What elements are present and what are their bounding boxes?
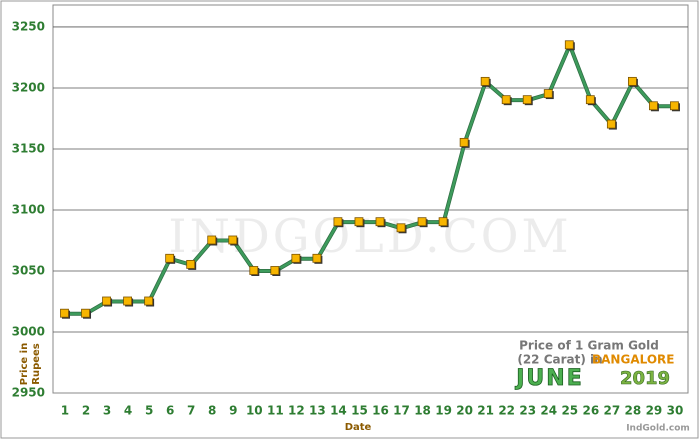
month: JUNE [514,366,584,391]
x-tick-label: 3 [103,404,111,418]
marker [123,296,132,306]
marker [501,95,511,105]
marker [312,253,322,263]
marker [585,95,595,105]
x-tick-label: 6 [166,404,174,418]
x-tick-label: 23 [519,404,536,418]
marker [564,40,574,50]
marker [375,217,385,227]
x-tick-label: 4 [124,404,132,418]
y-tick-label: 3150 [12,141,45,155]
marker [606,119,616,129]
marker [186,259,196,269]
year: 2019 [620,368,670,389]
x-tick-label: 30 [667,404,684,418]
marker [81,308,90,318]
y-tick-label: 3050 [12,263,45,277]
x-tick-label: 1 [61,404,69,418]
marker [333,217,343,227]
x-tick-label: 10 [246,404,263,418]
marker [438,217,448,227]
x-tick-label: 11 [267,404,284,418]
marker [249,266,259,275]
x-tick-label: 15 [351,404,368,418]
marker [291,253,301,263]
y-tick-label: 2950 [12,386,45,400]
x-axis-label: Date [345,422,372,433]
plot-area [52,4,689,394]
y-axis-label: Rupees [31,343,42,385]
x-tick-label: 2 [82,404,90,418]
x-tick-label: 17 [393,404,410,418]
y-axis-label: Price in [19,343,30,385]
x-tick-label: 16 [372,404,389,418]
caption-box [495,335,683,391]
x-tick-label: 28 [625,404,642,418]
x-tick-label: 22 [498,404,515,418]
x-tick-label: 26 [582,404,599,418]
marker [60,308,69,318]
x-tick-label: 5 [145,404,153,418]
marker [102,296,111,306]
x-tick-label: 27 [604,404,621,418]
x-tick-label: 21 [477,404,494,418]
x-tick-label: 13 [309,404,326,418]
y-tick-label: 3200 [12,80,45,94]
x-tick-label: 20 [456,404,473,418]
marker [480,76,490,86]
caption-line: (22 Carat) in [517,353,602,367]
x-tick-label: 7 [187,404,195,418]
marker [144,296,154,306]
x-tick-label: 25 [561,404,578,418]
x-tick-label: 9 [229,404,237,418]
x-tick-label: 12 [288,404,305,418]
marker [417,217,427,227]
marker [228,235,238,245]
y-tick-label: 3000 [12,324,45,338]
marker [543,89,553,98]
x-tick-label: 29 [646,404,663,418]
x-tick-label: 19 [435,404,452,418]
marker [670,101,679,111]
y-tick-label: 3100 [12,202,45,216]
marker [522,95,532,105]
x-tick-label: 18 [414,404,431,418]
marker [396,223,406,233]
marker [354,217,364,227]
series-line [64,44,675,315]
marker [207,235,217,245]
marker [459,137,469,147]
marker [270,266,280,275]
marker [649,101,658,111]
x-tick-label: 8 [208,404,216,418]
city: BANGALORE [592,353,674,367]
source: IndGold.com [626,424,690,434]
caption-line: Price of 1 Gram Gold [519,339,659,353]
marker [627,76,637,86]
x-tick-label: 24 [540,404,557,418]
y-tick-label: 3250 [12,19,45,33]
marker [165,253,175,263]
x-tick-label: 14 [330,404,347,418]
